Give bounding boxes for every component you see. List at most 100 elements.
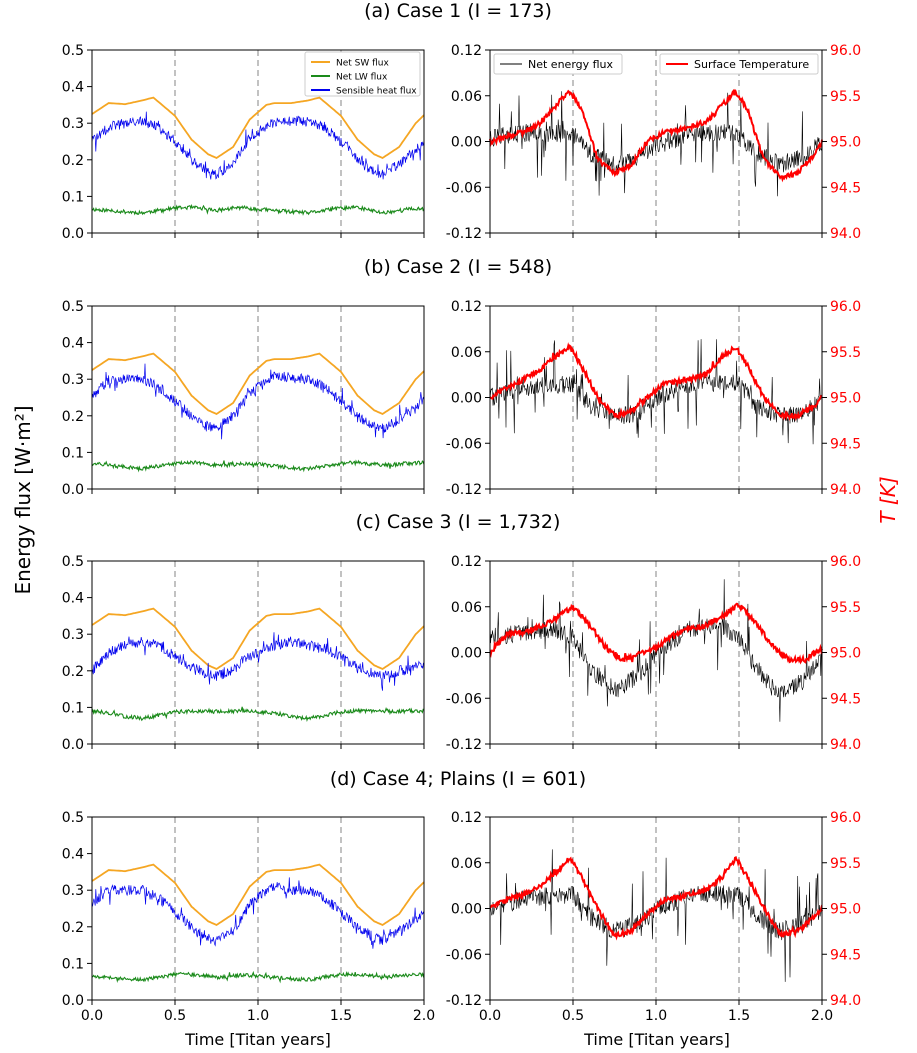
- surface-temp-line: [489, 88, 823, 183]
- temp-tick-label: 94.5: [830, 691, 861, 707]
- temp-tick-label: 95.5: [830, 856, 861, 872]
- net-tick-label: -0.06: [446, 180, 482, 196]
- temp-tick-label: 96.0: [830, 43, 861, 59]
- temp-tick-label: 95.5: [830, 600, 861, 616]
- sensible-heat-line: [91, 111, 425, 180]
- net-tick-label: -0.06: [446, 691, 482, 707]
- net-tick-label: -0.06: [446, 436, 482, 452]
- x-tick-label: 0.0: [81, 1008, 103, 1024]
- temp-tick-label: 95.0: [830, 135, 861, 151]
- x-tick-label: 2.0: [413, 1008, 435, 1024]
- x-tick-label: 1.5: [330, 1008, 352, 1024]
- lw-flux-line: [91, 706, 424, 722]
- lw-flux-line: [91, 970, 425, 984]
- y-tick-label: 0.2: [62, 664, 84, 680]
- y-tick-label: 0.3: [62, 372, 84, 388]
- legend-label: Net LW flux: [336, 73, 388, 83]
- legend-box: [493, 53, 623, 75]
- x-tick-label: 0.5: [562, 1008, 584, 1024]
- net-tick-label: 0.12: [451, 299, 482, 315]
- surface-temp-line: [489, 855, 823, 941]
- legend-net: Net energy flux: [493, 53, 623, 75]
- left-axes: 0.0 0.1 0.2 0.3 0.4 0.5 Net SW flux Net LW flux…: [62, 43, 425, 242]
- temp-tick-label: 95.0: [830, 902, 861, 918]
- net-tick-label: 0.12: [451, 810, 482, 826]
- y-tick-label: 0.3: [62, 116, 84, 132]
- temp-tick-label: 94.0: [830, 226, 861, 242]
- y-tick-label: 0.5: [62, 43, 84, 59]
- net-tick-label: 0.12: [451, 554, 482, 570]
- y-tick-label: 0.2: [62, 920, 84, 936]
- panel-title: (a) Case 1 (I = 173): [364, 0, 552, 22]
- net-energy-line: [489, 579, 823, 722]
- y-tick-label: 0.1: [62, 700, 84, 716]
- net-tick-label: 0.12: [451, 43, 482, 59]
- sw-flux-line: [91, 352, 425, 416]
- left-axes: 0.0 0.1 0.2 0.3 0.4 0.5: [62, 554, 425, 753]
- legend-box: [304, 51, 421, 97]
- y-tick-label: 0.4: [62, 847, 84, 863]
- x-tick-label: 1.0: [645, 1008, 667, 1024]
- lw-flux-line: [91, 203, 425, 216]
- net-energy-line: [489, 91, 823, 197]
- panel-title: (b) Case 2 (I = 548): [364, 256, 552, 278]
- net-tick-label: -0.12: [446, 993, 482, 1009]
- temp-tick-label: 94.5: [830, 436, 861, 452]
- y-tick-label: 0.1: [62, 189, 84, 205]
- right-axes: -0.12 -0.06 0.00 0.06 0.12 94.0 94.5 95.0 95.5 96…: [446, 299, 861, 498]
- legend-temp: Surface Temperature: [659, 53, 819, 75]
- y-tick-label: 0.0: [62, 482, 84, 498]
- temp-tick-label: 94.5: [830, 947, 861, 963]
- net-tick-label: 0.06: [451, 600, 482, 616]
- legend-label: Net energy flux: [528, 58, 614, 71]
- y-tick-label: 0.1: [62, 445, 84, 461]
- temp-tick-label: 95.0: [830, 646, 861, 662]
- net-tick-label: -0.12: [446, 226, 482, 242]
- legend-label: Sensible heat flux: [336, 87, 417, 97]
- legend-left: Net SW flux Net LW flux Sensible heat flux: [304, 51, 421, 97]
- panel-2: (b) Case 2 (I = 548) 0.0 0.1 0.2 0.3 0.4 0.5 -0…: [62, 256, 861, 498]
- y-tick-label: 0.5: [62, 299, 84, 315]
- temp-tick-label: 94.0: [830, 482, 861, 498]
- y-label-left: Energy flux [W·m²]: [11, 405, 35, 594]
- net-tick-label: 0.06: [451, 856, 482, 872]
- sw-flux-line: [91, 96, 425, 160]
- x-tick-label: 0.5: [164, 1008, 186, 1024]
- panel-4: (d) Case 4; Plains (I = 601) 0.0 0.1 0.2 0.3…: [62, 768, 861, 1024]
- y-tick-label: 0.2: [62, 409, 84, 425]
- y-tick-label: 0.0: [62, 226, 84, 242]
- temp-tick-label: 94.5: [830, 180, 861, 196]
- temp-tick-label: 95.5: [830, 345, 861, 361]
- net-tick-label: 0.06: [451, 89, 482, 105]
- sensible-heat-line: [91, 363, 425, 440]
- net-tick-label: -0.12: [446, 482, 482, 498]
- sw-flux-line: [91, 607, 425, 671]
- left-axes: 0.0 0.1 0.2 0.3 0.4 0.5 0.0 0.5 1.0 1.5 2.0: [62, 810, 435, 1024]
- lw-flux-line: [91, 459, 425, 473]
- surface-temp-line: [489, 602, 823, 665]
- net-tick-label: 0.00: [451, 391, 482, 407]
- y-tick-label: 0.1: [62, 956, 84, 972]
- x-label-right: Time [Titan years]: [583, 1030, 730, 1049]
- panel-3: (c) Case 3 (I = 1,732) 0.0 0.1 0.2 0.3 0.4 0.5…: [62, 511, 861, 753]
- panel-title: (c) Case 3 (I = 1,732): [356, 511, 561, 533]
- x-label-left: Time [Titan years]: [184, 1030, 331, 1049]
- y-tick-label: 0.0: [62, 737, 84, 753]
- y-tick-label: 0.2: [62, 153, 84, 169]
- net-tick-label: -0.06: [446, 947, 482, 963]
- temp-tick-label: 94.0: [830, 993, 861, 1009]
- temp-tick-label: 94.0: [830, 737, 861, 753]
- x-tick-label: 2.0: [811, 1008, 833, 1024]
- net-tick-label: 0.00: [451, 902, 482, 918]
- sensible-heat-line: [91, 877, 425, 949]
- right-axes: -0.12 -0.06 0.00 0.06 0.12 94.0 94.5 95.0 95.5 96…: [446, 810, 861, 1024]
- y-tick-label: 0.5: [62, 810, 84, 826]
- y-label-right: T [K]: [876, 476, 900, 523]
- y-tick-label: 0.4: [62, 80, 84, 96]
- x-tick-label: 1.0: [247, 1008, 269, 1024]
- panel-1: (a) Case 1 (I = 173) 0.0 0.1 0.2 0.3 0.4 0.5 Ne…: [62, 0, 861, 242]
- y-tick-label: 0.0: [62, 993, 84, 1009]
- net-tick-label: 0.00: [451, 646, 482, 662]
- temp-tick-label: 96.0: [830, 299, 861, 315]
